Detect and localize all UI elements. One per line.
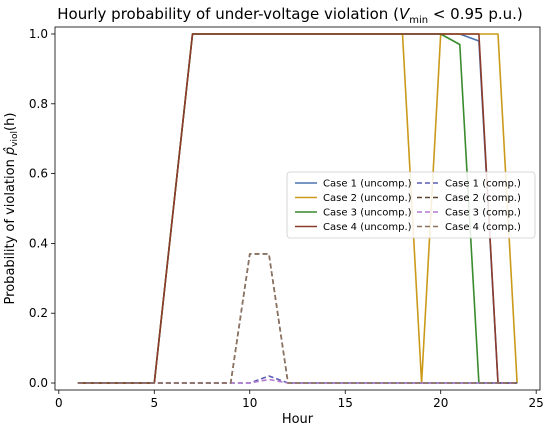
title-text-part: Hourly probability of under-voltage viol… [57, 5, 399, 23]
x-tick-label: 10 [242, 396, 257, 410]
legend-label-4: Case 4 (uncomp.) [323, 222, 412, 233]
legend-label-2: Case 2 (uncomp.) [323, 193, 412, 204]
x-tick-label: 20 [433, 396, 448, 410]
legend-label-7: Case 3 (comp.) [445, 208, 521, 219]
x-tick-label: 5 [150, 396, 158, 410]
title-math-main: V [399, 5, 411, 23]
y-tick-label: 0.0 [29, 376, 48, 390]
title-math-tail: < 0.95 p.u.) [428, 5, 523, 23]
chart-title: Hourly probability of under-voltage viol… [57, 5, 523, 26]
x-tick-label: 15 [338, 396, 353, 410]
axis-ticks: 0 5 10 15 20 25 0.0 0.2 0.4 0.6 0.8 1.0 [29, 27, 544, 410]
legend-box [286, 171, 536, 239]
y-tick-label: 0.8 [29, 97, 48, 111]
y-tick-label: 0.4 [29, 236, 48, 250]
x-axis-label: Hour [282, 412, 314, 427]
series-lines [77, 33, 518, 384]
y-tick-label: 1.0 [29, 27, 48, 41]
y-tick-label: 0.2 [29, 306, 48, 320]
y-axis-label-math-sub: viol [10, 131, 20, 147]
series-line-6 [77, 253, 518, 384]
legend-label-8: Case 4 (comp.) [445, 222, 521, 233]
legend: Case 1 (uncomp.) Case 2 (uncomp.) Case 3 (… [286, 171, 536, 239]
y-axis-label-math: p̂ [3, 147, 18, 156]
y-axis-label: Probability of violation p̂viol(h) [3, 113, 20, 305]
series-line-8 [77, 253, 518, 384]
legend-label-6: Case 2 (comp.) [445, 193, 521, 204]
y-axis-label-suffix: (h) [3, 113, 18, 131]
y-axis-label-prefix: Probability of violation [3, 155, 18, 304]
plot-area-frame [54, 26, 541, 391]
x-tick-label: 0 [55, 396, 63, 410]
series-line-5 [77, 375, 518, 384]
legend-label-5: Case 1 (comp.) [445, 179, 521, 190]
legend-label-3: Case 3 (uncomp.) [323, 208, 412, 219]
y-tick-label: 0.6 [29, 167, 48, 181]
x-tick-label: 25 [529, 396, 544, 410]
title-math-sub: min [409, 15, 428, 26]
legend-label-1: Case 1 (uncomp.) [323, 179, 412, 190]
